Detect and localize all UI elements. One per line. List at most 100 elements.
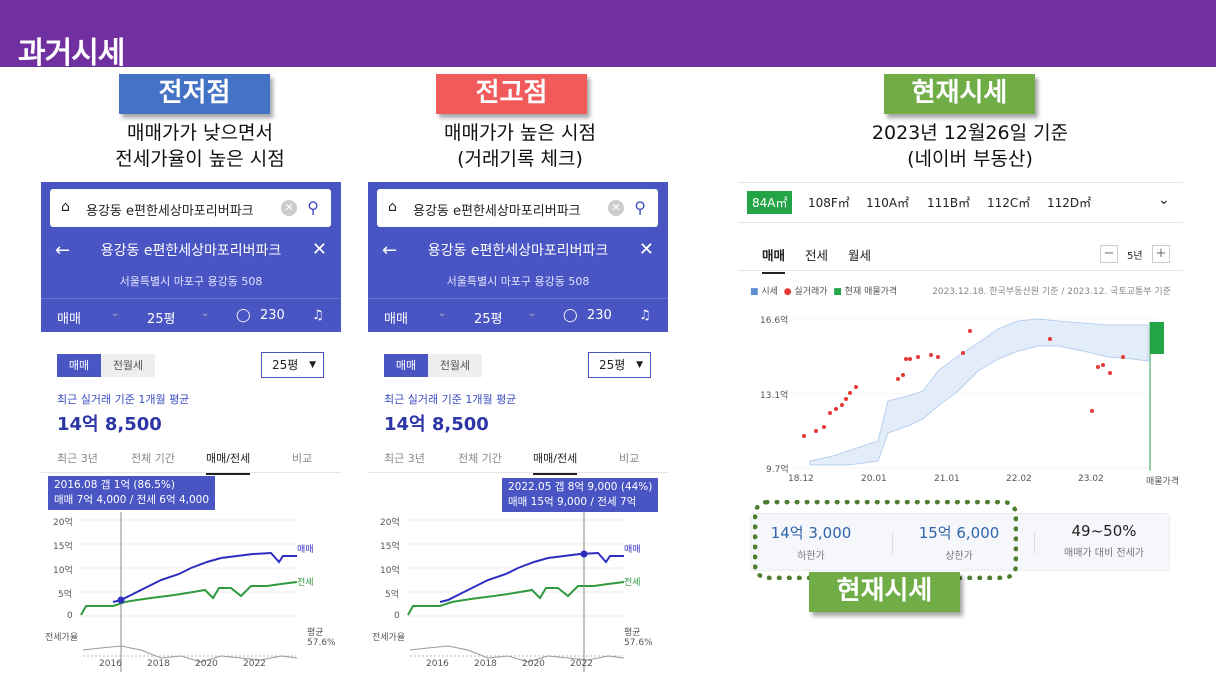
zoom-in-button[interactable]: + [1152,245,1170,263]
tag-low-point: 전저점 [119,74,270,114]
ratio-line [409,645,625,663]
tab-sale[interactable]: 매매 [384,354,428,377]
stat-value: 15억 6,000 [918,524,1000,542]
market-price-panel: 84A㎡ 108F㎡ 110A㎡ 111B㎡ 112C㎡ 112D㎡ ⌄ 매매 … [738,182,1183,571]
jeonse-line [407,581,625,616]
tab-rent[interactable]: 전월세 [101,354,155,377]
stat-value: 14억 3,000 [770,524,852,542]
size-tab[interactable]: 108F㎡ [808,196,850,210]
range-all[interactable]: 전체 기간 [458,452,502,465]
cursor-point [117,596,125,604]
bell-icon[interactable]: ♫ [639,308,651,323]
size-filter[interactable]: 25평 [147,312,176,327]
price-panel: 매매 전월세 25평 ▼ 최근 실거래 기준 1개월 평균 14억 8,500 최… [41,332,341,682]
range-all[interactable]: 전체 기간 [131,452,175,465]
y-tick: 10억 [380,566,400,576]
ratio-label: 전세가율 [45,633,79,643]
clear-icon[interactable]: ✕ [281,200,297,216]
size-filter[interactable]: 25평 [474,312,503,327]
close-icon[interactable]: ✕ [311,239,327,260]
range-3y[interactable]: 최근 3년 [57,452,98,465]
close-icon[interactable]: ✕ [638,239,654,260]
legend-item: 실거래가 [794,287,828,297]
period-value: 5년 [1127,251,1143,262]
chart-legend: ■ 시세 ● 실거래가 ■ 현재 매물가격 [750,284,897,297]
price-panel: 매매 전월세 25평 ▼ 최근 실거래 기준 1개월 평균 14억 8,500 최… [368,332,668,682]
size-tab[interactable]: 112C㎡ [987,196,1031,210]
y-tick: 10억 [53,566,73,576]
divider [41,472,341,473]
tab-sale[interactable]: 매매 [762,245,786,274]
bell-icon[interactable]: ♫ [312,308,324,323]
chevron-down-icon: ⌄ [438,308,447,319]
search-icon[interactable]: ⚲ [634,198,646,217]
search-box[interactable]: ⌂ 용강동 e편한세상마포리버파크 ✕ ⚲ [377,189,658,227]
size-tab[interactable]: 110A㎡ [866,196,910,210]
chevron-down-icon[interactable]: ⌄ [1158,192,1170,208]
home-icon: ⌂ [388,199,397,215]
comment-count: 230 [260,308,285,323]
comment-icon[interactable]: ◯ [236,308,251,323]
jeonse-label: 전세 [297,578,314,588]
range-compare[interactable]: 비교 [292,452,313,465]
caption-line: 매매가가 높은 시점 [444,122,596,144]
search-text: 용강동 e편한세상마포리버파크 [86,204,254,219]
deal-type-filter[interactable]: 매매 [384,312,408,327]
deal-type-filter[interactable]: 매매 [57,312,81,327]
tag-current-price: 현재시세 [884,74,1035,114]
y-tick: 20억 [380,518,400,528]
size-tab[interactable]: 112D㎡ [1047,196,1092,210]
tab-rent[interactable]: 전월세 [428,354,482,377]
y-tick: 5억 [385,590,400,600]
tab-monthly[interactable]: 월세 [848,248,872,263]
deal-tabs: 매매 전세 월세 − 5년 + [738,238,1183,274]
size-select[interactable]: 25평 ▼ [588,352,651,378]
range-compare[interactable]: 비교 [619,452,640,465]
zoom-out-button[interactable]: − [1100,245,1118,263]
caption-line: 전세가율이 높은 시점 [115,148,285,170]
back-arrow-icon[interactable]: ← [55,240,71,261]
complex-header: ⌂ 용강동 e편한세상마포리버파크 ✕ ⚲ ← 용강동 e편한세상마포리버파크 … [368,182,668,332]
stat-low: 14억 3,000 하한가 [746,522,876,562]
ratio-average-label: 평균 [307,628,324,638]
comment-icon[interactable]: ◯ [563,308,578,323]
size-tab[interactable]: 84A㎡ [747,191,793,214]
back-arrow-icon[interactable]: ← [382,240,398,261]
x-tick: 매물가격 [1146,477,1180,487]
range-3y[interactable]: 최근 3년 [384,452,425,465]
range-sale-jeonse[interactable]: 매매/전세 [533,450,578,475]
listing-price-bar [1150,322,1164,354]
caption-line: (거래기록 체크) [457,148,583,170]
search-box[interactable]: ⌂ 용강동 e편한세상마포리버파크 ✕ ⚲ [50,189,331,227]
search-icon[interactable]: ⚲ [307,198,319,217]
sale-label: 매매 [297,545,314,555]
slide-title: 과거시세 [18,36,125,71]
tab-jeonse[interactable]: 전세 [805,248,829,263]
size-tab[interactable]: 111B㎡ [927,196,971,210]
legend-swatch: ■ [833,287,842,297]
range-sale-jeonse[interactable]: 매매/전세 [206,450,251,475]
naver-phone-low: ⌂ 용강동 e편한세상마포리버파크 ✕ ⚲ ← 용강동 e편한세상마포리버파크 … [41,182,341,682]
sale-line [439,551,624,603]
ratio-average-value: 57.6% [307,638,336,648]
chart-tooltip: 2022.05 갭 8억 9,000 (44%) 매매 15억 9,000 / … [502,478,659,512]
highlight-box [753,500,1018,580]
x-tick: 2022 [243,659,266,669]
sale-line [112,551,297,603]
size-select[interactable]: 25평 ▼ [261,352,324,378]
tab-sale[interactable]: 매매 [57,354,101,377]
caption-line: (네이버 부동산) [907,148,1033,170]
chart-tooltip: 2016.08 갭 1억 (86.5%) 매매 7억 4,000 / 전세 6억… [48,476,216,510]
complex-title: 용강동 e편한세상마포리버파크 [100,243,282,259]
stat-high: 15억 6,000 상한가 [894,522,1024,562]
size-select-value: 25평 [272,358,299,372]
divider [738,270,1183,271]
average-label: 최근 실거래 기준 1개월 평균 [384,393,517,406]
naver-phone-high: ⌂ 용강동 e편한세상마포리버파크 ✕ ⚲ ← 용강동 e편한세상마포리버파크 … [368,182,668,682]
clear-icon[interactable]: ✕ [608,200,624,216]
y-tick: 13.1억 [760,391,789,401]
data-source: 2023.12.18. 한국부동산원 기준 / 2023.12. 국토교통부 기… [932,287,1171,297]
y-tick: 15억 [53,542,73,552]
ratio-average: 평균 57.6% [307,628,336,648]
x-tick: 22.02 [1006,474,1032,484]
